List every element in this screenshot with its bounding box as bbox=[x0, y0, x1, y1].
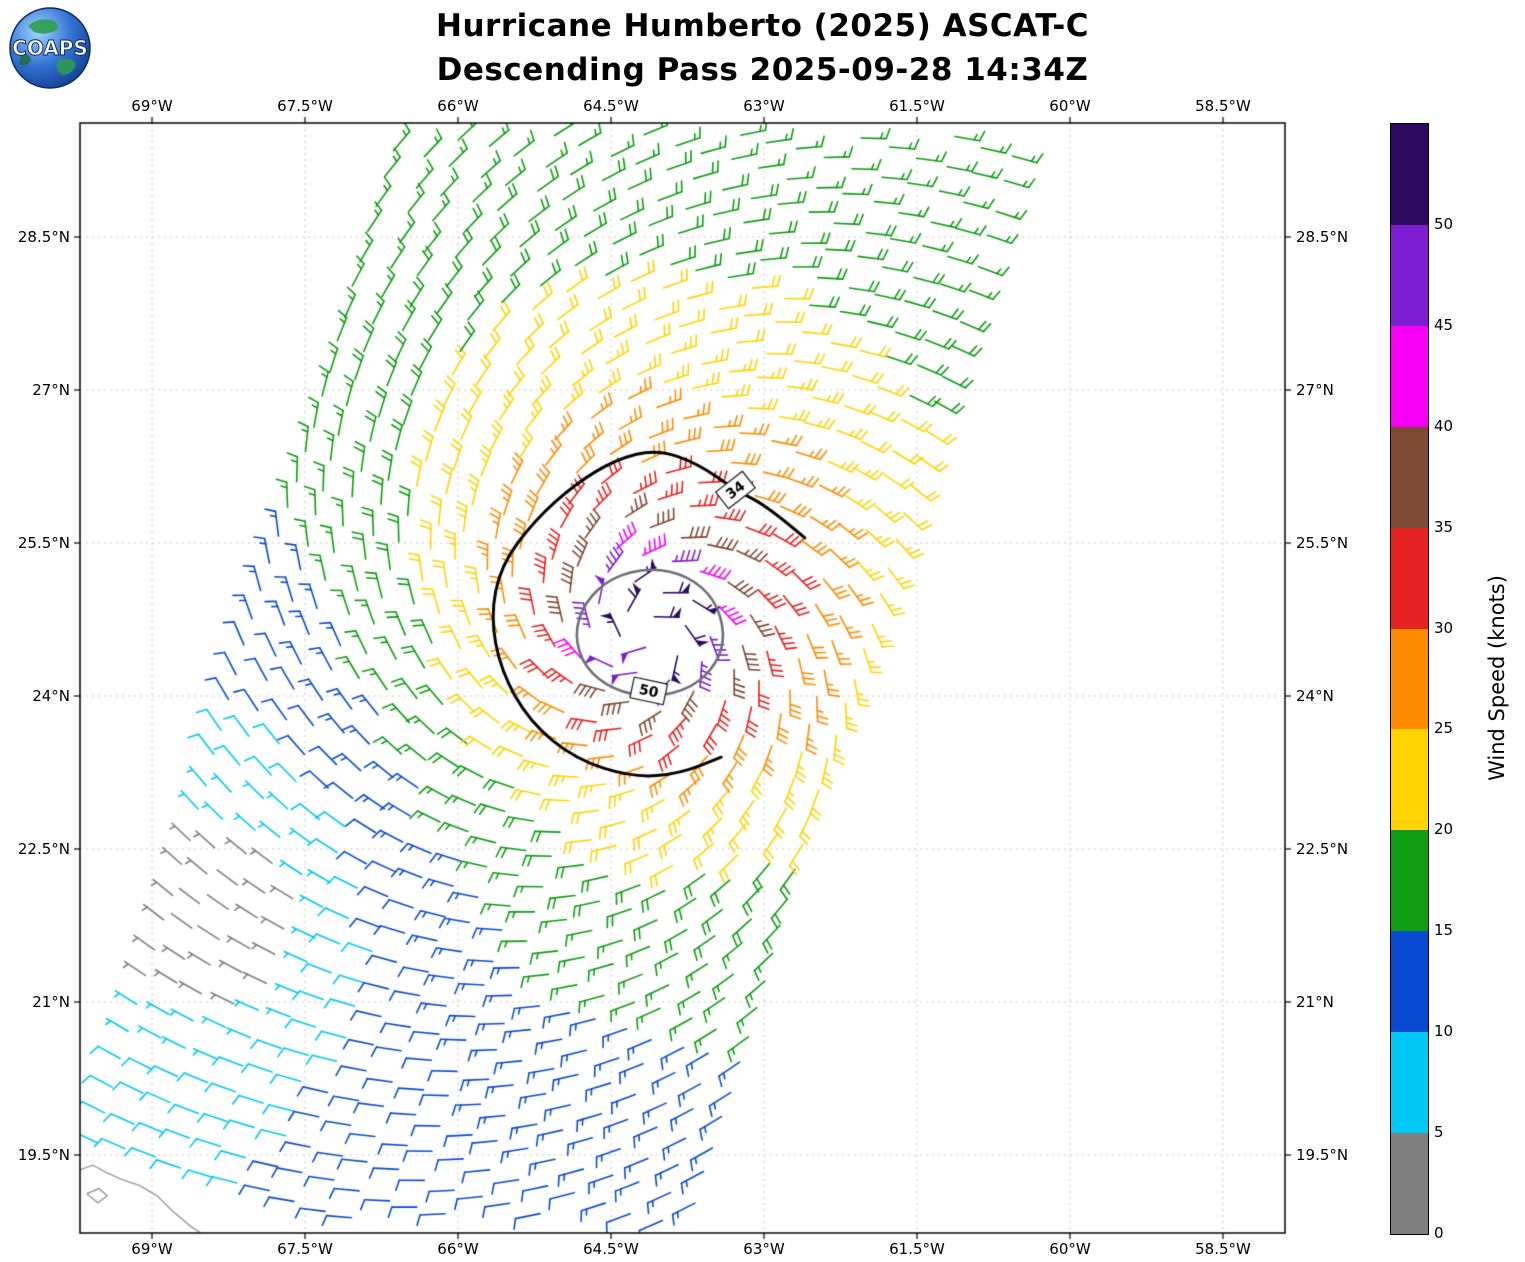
lon-tick-label-top: 66°W bbox=[437, 97, 479, 115]
lat-tick-label-right: 24°N bbox=[1296, 687, 1334, 705]
wind-barb-map-canvas bbox=[60, 103, 1305, 1253]
colorbar-segment bbox=[1391, 124, 1428, 225]
colorbar-segment bbox=[1391, 1133, 1428, 1234]
lat-tick-label-right: 19.5°N bbox=[1296, 1145, 1349, 1164]
colorbar-segment bbox=[1391, 325, 1428, 427]
chart-title: Hurricane Humberto (2025) ASCAT-C bbox=[436, 8, 1089, 44]
lat-tick-label-right: 28.5°N bbox=[1296, 228, 1349, 247]
lon-tick-label-bottom: 69°W bbox=[131, 1240, 173, 1258]
lat-tick-label-left: 22.5°N bbox=[17, 839, 70, 858]
colorbar-axis-label: Wind Speed (knots) bbox=[1485, 575, 1509, 781]
coaps-logo: COAPS bbox=[8, 6, 92, 90]
coaps-globe-icon: COAPS bbox=[9, 7, 91, 89]
lon-tick-label-bottom: 63°W bbox=[743, 1240, 785, 1258]
colorbar-segment bbox=[1391, 628, 1428, 730]
colorbar-tick-label: 15 bbox=[1434, 921, 1454, 940]
colorbar-segment bbox=[1391, 830, 1428, 932]
colorbar-tick-label: 20 bbox=[1434, 820, 1454, 839]
lon-tick-label-bottom: 66°W bbox=[437, 1240, 479, 1258]
colorbar-tick-label: 40 bbox=[1434, 416, 1454, 435]
colorbar-tick-label: 5 bbox=[1434, 1123, 1444, 1142]
logo-text: COAPS bbox=[12, 36, 88, 60]
lat-tick-label-right: 22.5°N bbox=[1296, 839, 1349, 858]
colorbar-segment bbox=[1391, 931, 1428, 1033]
lon-tick-label-top: 58.5°W bbox=[1195, 97, 1251, 115]
lat-tick-label-left: 24°N bbox=[32, 687, 70, 705]
colorbar-segment bbox=[1391, 1032, 1428, 1134]
colorbar-tick-label: 0 bbox=[1434, 1224, 1444, 1242]
colorbar-tick-label: 45 bbox=[1434, 315, 1454, 334]
lon-tick-label-bottom: 60°W bbox=[1049, 1240, 1091, 1258]
colorbar bbox=[1390, 123, 1429, 1235]
lat-tick-label-left: 28.5°N bbox=[17, 228, 70, 247]
lon-tick-label-bottom: 61.5°W bbox=[889, 1240, 945, 1258]
lon-tick-label-top: 69°W bbox=[131, 97, 173, 115]
lon-tick-label-top: 67.5°W bbox=[277, 97, 333, 115]
lon-tick-label-top: 63°W bbox=[743, 97, 785, 115]
colorbar-segment bbox=[1391, 426, 1428, 528]
lon-tick-label-top: 60°W bbox=[1049, 97, 1091, 115]
lon-tick-label-top: 61.5°W bbox=[889, 97, 945, 115]
lon-tick-label-bottom: 58.5°W bbox=[1195, 1240, 1251, 1258]
colorbar-tick-label: 35 bbox=[1434, 517, 1454, 536]
lon-tick-label-top: 64.5°W bbox=[583, 97, 639, 115]
lon-tick-label-bottom: 67.5°W bbox=[277, 1240, 333, 1258]
lat-tick-label-left: 19.5°N bbox=[17, 1145, 70, 1164]
colorbar-tick-label: 10 bbox=[1434, 1022, 1454, 1041]
colorbar-tick-label: 25 bbox=[1434, 719, 1454, 738]
colorbar-tick-label: 50 bbox=[1434, 214, 1454, 233]
lat-tick-label-left: 25.5°N bbox=[17, 534, 70, 552]
lat-tick-label-right: 21°N bbox=[1296, 992, 1334, 1011]
lat-tick-label-right: 27°N bbox=[1296, 381, 1334, 400]
colorbar-segment bbox=[1391, 729, 1428, 831]
colorbar-tick-label: 30 bbox=[1434, 618, 1454, 637]
lat-tick-label-left: 21°N bbox=[32, 992, 70, 1011]
colorbar-segment bbox=[1391, 527, 1428, 629]
lat-tick-label-right: 25.5°N bbox=[1296, 534, 1349, 552]
lat-tick-label-left: 27°N bbox=[32, 381, 70, 400]
chart-subtitle: Descending Pass 2025-09-28 14:34Z bbox=[436, 52, 1089, 88]
colorbar-segment bbox=[1391, 224, 1428, 326]
lon-tick-label-bottom: 64.5°W bbox=[583, 1240, 639, 1258]
